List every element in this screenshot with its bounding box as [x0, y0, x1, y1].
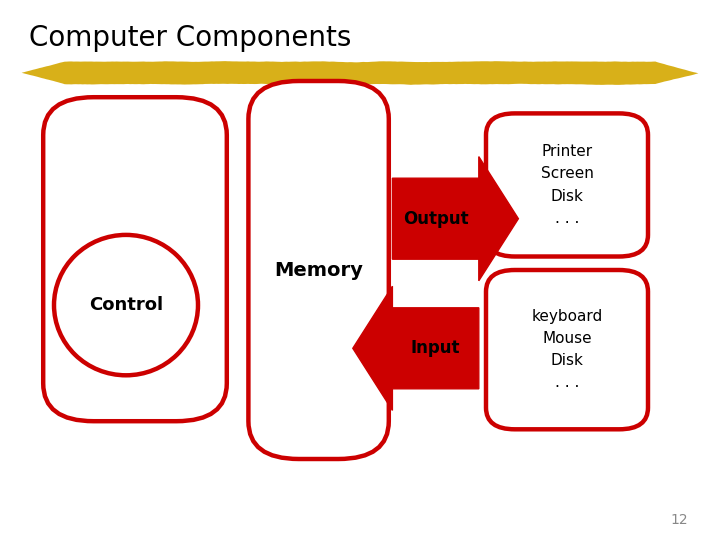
Text: Input: Input [411, 339, 460, 357]
Polygon shape [392, 157, 518, 281]
Text: Control: Control [89, 296, 163, 314]
Text: 12: 12 [670, 512, 688, 526]
Text: keyboard
Mouse
Disk
. . .: keyboard Mouse Disk . . . [531, 309, 603, 390]
Polygon shape [353, 286, 479, 410]
Text: Printer
Screen
Disk
. . .: Printer Screen Disk . . . [541, 144, 593, 226]
FancyBboxPatch shape [486, 270, 648, 429]
Ellipse shape [54, 235, 198, 375]
Text: Memory: Memory [274, 260, 363, 280]
Text: Output: Output [402, 210, 469, 228]
Text: Computer Components: Computer Components [29, 24, 351, 52]
FancyBboxPatch shape [248, 81, 389, 459]
FancyBboxPatch shape [486, 113, 648, 256]
FancyBboxPatch shape [43, 97, 227, 421]
Polygon shape [22, 61, 698, 85]
